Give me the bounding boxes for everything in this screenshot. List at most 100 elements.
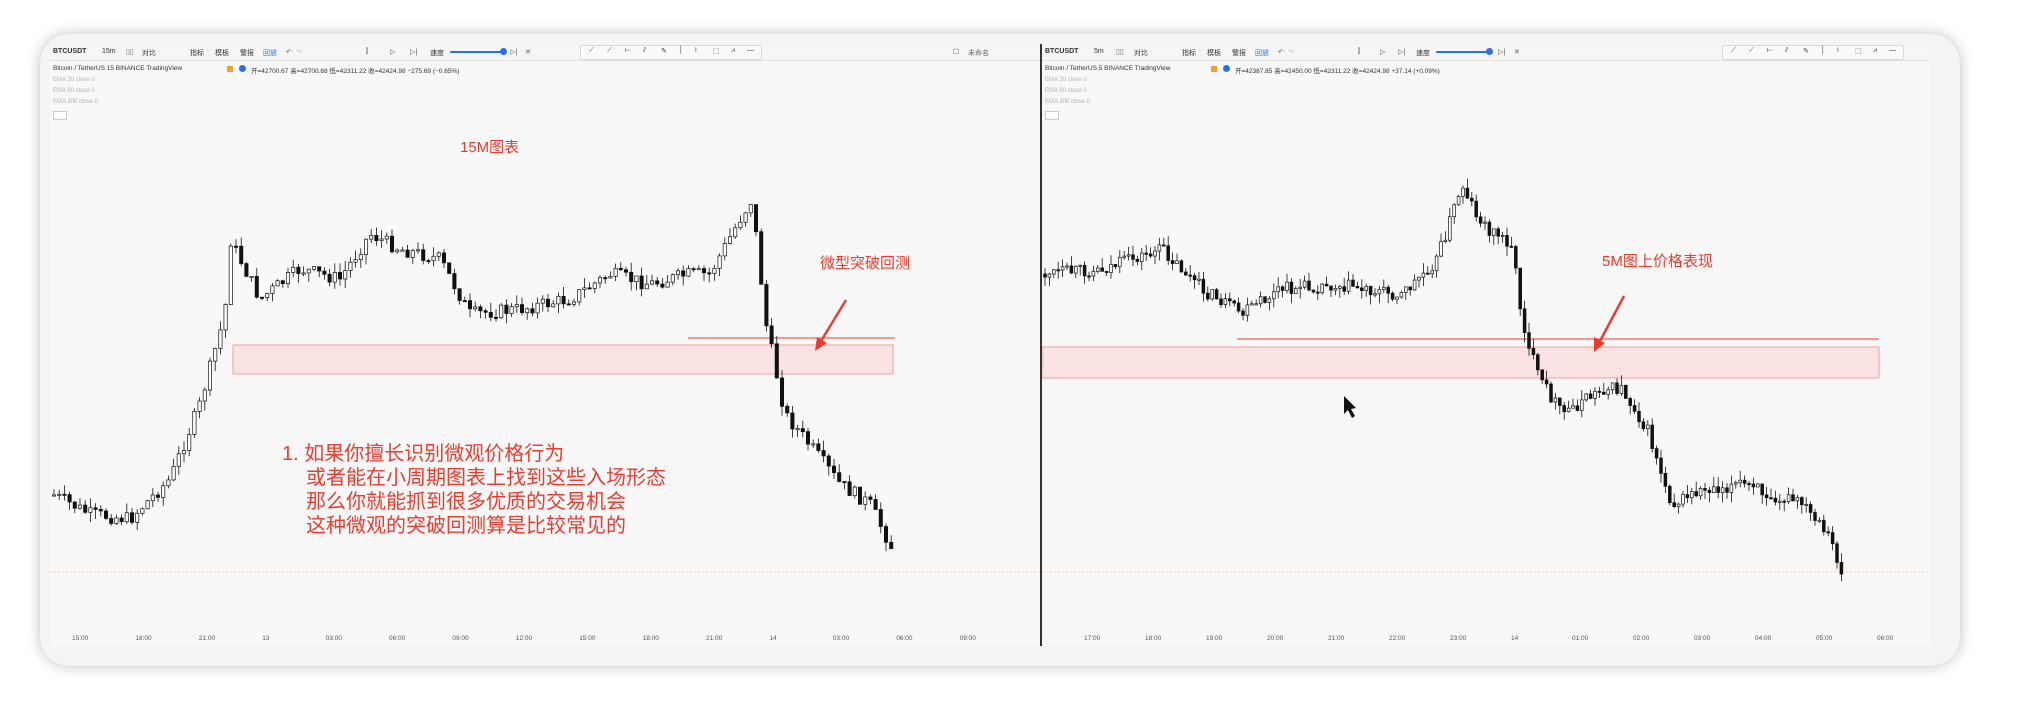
bar-style-icon[interactable]: ▯▯ xyxy=(1116,49,1124,56)
indicators-button[interactable]: 指标 xyxy=(190,50,204,57)
candle-body xyxy=(1531,347,1536,356)
replay-select-icon[interactable]: ⫿ xyxy=(366,48,369,55)
legend-collapse-button[interactable] xyxy=(53,111,67,120)
horizontal-ray-icon[interactable]: ⟝ xyxy=(625,47,631,54)
note-line: 那么你就能抓到很多优质的交易机会 xyxy=(306,491,626,513)
brush-icon[interactable]: ✎ xyxy=(661,48,667,55)
trend-line-icon[interactable]: ⟋ xyxy=(589,47,594,54)
close-replay-icon[interactable]: ✕ xyxy=(525,49,531,56)
breakout-zone[interactable] xyxy=(232,344,894,375)
horizontal-ray-icon[interactable]: ⟝ xyxy=(1767,47,1773,54)
rectangle-icon[interactable]: ⬚ xyxy=(1855,48,1862,55)
candle-body xyxy=(1650,424,1654,449)
candle-body xyxy=(369,235,374,240)
candle-body xyxy=(1839,562,1844,575)
fib-icon[interactable]: ⫽ xyxy=(643,47,647,54)
trend-line-icon[interactable]: ⟋ xyxy=(1731,47,1736,54)
symbol-search-button[interactable]: BTCUSDT xyxy=(53,48,87,55)
alert-button[interactable]: 警报 xyxy=(1232,50,1246,57)
layout-icon[interactable]: ☐ xyxy=(953,49,960,56)
candle-body xyxy=(1430,270,1434,275)
fib-icon[interactable]: ⫽ xyxy=(1785,47,1789,54)
ray-icon[interactable]: ⟋ xyxy=(607,47,612,54)
indicators-button[interactable]: 指标 xyxy=(1182,50,1196,57)
crosshair-icon[interactable]: ⟊ xyxy=(695,47,697,54)
replay-button[interactable]: 回放 xyxy=(1255,50,1269,57)
replay-button[interactable]: 回放 xyxy=(263,50,277,57)
compare-button[interactable]: 对比 xyxy=(1134,50,1148,57)
vertical-line-icon[interactable]: │ xyxy=(679,47,684,54)
indicator-ema20[interactable]: EMA 20 close 0 xyxy=(1045,77,1087,83)
candle-body xyxy=(363,238,369,256)
close-replay-icon[interactable]: ✕ xyxy=(1514,49,1520,56)
candle-body xyxy=(306,268,311,274)
speed-slider-knob[interactable] xyxy=(500,48,507,55)
candle-body xyxy=(1773,497,1778,503)
step-forward-icon[interactable]: ▷| xyxy=(1398,49,1406,56)
templates-button[interactable]: 模板 xyxy=(1207,50,1221,57)
horizontal-line-icon[interactable]: — xyxy=(747,47,754,54)
candle-body xyxy=(603,277,608,280)
crosshair-icon[interactable]: ⟊ xyxy=(1837,47,1839,54)
symbol-description: Bitcoin / TetherUS 5 BINANCE TradingView xyxy=(1045,65,1171,72)
candle-body xyxy=(1676,503,1681,508)
undo-icon[interactable]: ↶ xyxy=(286,49,292,56)
time-axis[interactable]: 17:00 18:00 19:00 20:00 21:00 22:00 23:00 14 01:… xyxy=(1042,632,1930,646)
redo-icon[interactable]: ↷ xyxy=(296,49,302,56)
chart-panel-15m[interactable]: BTCUSDT 15m ▯▯ 对比 指标 模板 警报 回放 ↶ ↷ ⫿ ▷ ▷|… xyxy=(50,44,1042,646)
flag-icon[interactable] xyxy=(227,66,233,72)
step-forward-icon[interactable]: ▷| xyxy=(410,49,418,56)
market-status-icon[interactable] xyxy=(239,65,246,72)
ray-icon[interactable]: ⟋ xyxy=(1749,47,1754,54)
candle-body xyxy=(1729,483,1734,493)
candle-body xyxy=(1786,494,1791,502)
alert-button[interactable]: 警报 xyxy=(240,50,254,57)
play-icon[interactable]: ▷ xyxy=(1380,49,1386,56)
symbol-search-button[interactable]: BTCUSDT xyxy=(1045,48,1079,55)
candle-body xyxy=(1615,382,1619,394)
time-axis[interactable]: 15:00 18:00 21:00 13 03:00 06:00 09:00 12:00 15:… xyxy=(50,632,1040,646)
jump-to-realtime-icon[interactable]: ▷| xyxy=(1498,49,1506,56)
chart-panel-5m[interactable]: BTCUSDT 5m ▯▯ 对比 指标 模板 警报 回放 ↶ ↷ ⫿ ▷ ▷| … xyxy=(1042,44,1930,646)
candlestick-chart-15m[interactable] xyxy=(50,44,1040,632)
candle-body xyxy=(1245,304,1250,316)
candle-body xyxy=(1593,390,1597,399)
speed-slider[interactable] xyxy=(450,51,502,53)
legend-collapse-button[interactable] xyxy=(1045,111,1059,120)
drawing-toolbar: ⟋ ⟋ ⟝ ⫽ ✎ │ ⟊ ⬚ ⩘ — xyxy=(580,45,762,60)
jump-to-realtime-icon[interactable]: ▷| xyxy=(510,49,518,56)
interval-button[interactable]: 15m xyxy=(102,48,116,55)
rectangle-icon[interactable]: ⬚ xyxy=(713,48,720,55)
indicator-ema50[interactable]: EMA 50 close 0 xyxy=(53,88,95,94)
bar-style-icon[interactable]: ▯▯ xyxy=(126,49,134,56)
replay-select-icon[interactable]: ⫿ xyxy=(1358,48,1361,55)
interval-button[interactable]: 5m xyxy=(1094,48,1104,55)
speed-slider-knob[interactable] xyxy=(1486,48,1493,55)
candle-body xyxy=(1751,483,1756,488)
flag-icon[interactable] xyxy=(1211,66,1217,72)
path-icon[interactable]: ⩘ xyxy=(731,47,735,54)
candle-body xyxy=(337,272,343,280)
play-icon[interactable]: ▷ xyxy=(390,49,396,56)
indicator-ema100[interactable]: EMA 100 close 0 xyxy=(1045,99,1091,105)
indicator-ema50[interactable]: EMA 50 close 0 xyxy=(1045,88,1087,94)
indicator-ema100[interactable]: EMA 100 close 0 xyxy=(53,99,99,105)
breakout-zone[interactable] xyxy=(1042,346,1880,379)
redo-icon[interactable]: ↷ xyxy=(1288,49,1294,56)
candle-body xyxy=(1822,519,1826,533)
speed-slider[interactable] xyxy=(1436,51,1488,53)
path-icon[interactable]: ⩘ xyxy=(1873,47,1877,54)
indicator-ema20[interactable]: EMA 20 close 0 xyxy=(53,77,95,83)
layout-name[interactable]: 未命名 xyxy=(968,50,989,57)
vertical-line-icon[interactable]: │ xyxy=(1821,47,1826,54)
market-status-icon[interactable] xyxy=(1223,65,1230,72)
candle-body xyxy=(192,410,197,435)
compare-button[interactable]: 对比 xyxy=(142,50,156,57)
templates-button[interactable]: 模板 xyxy=(215,50,229,57)
candle-body xyxy=(415,249,421,252)
undo-icon[interactable]: ↶ xyxy=(1278,49,1284,56)
brush-icon[interactable]: ✎ xyxy=(1803,48,1809,55)
candle-body xyxy=(1584,393,1588,401)
candlestick-chart-5m[interactable] xyxy=(1042,44,1930,632)
horizontal-line-icon[interactable]: — xyxy=(1889,47,1896,54)
